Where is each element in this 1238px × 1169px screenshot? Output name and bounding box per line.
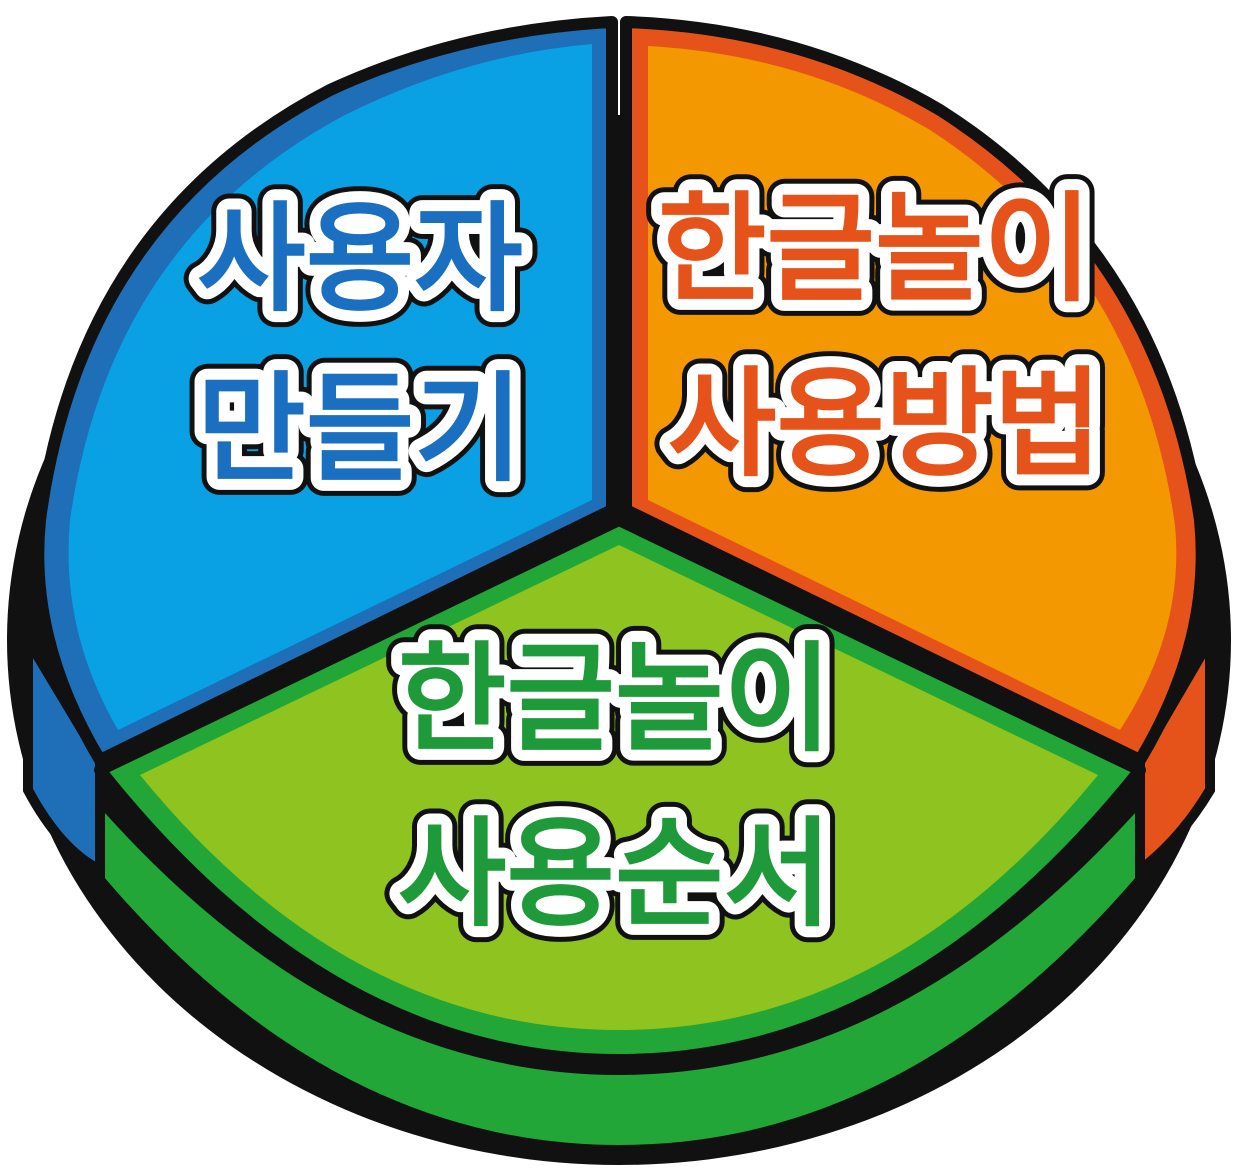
- svg-text:한글놀이: 한글놀이: [658, 180, 1092, 318]
- svg-text:만들기: 만들기: [197, 360, 523, 498]
- svg-text:사용순서: 사용순서: [398, 805, 832, 943]
- segment-line-1: 사용자: [197, 190, 523, 328]
- segment-line-1: 한글놀이: [658, 180, 1092, 318]
- segment-usage-order[interactable]: 한글놀이 한글놀이 사용순서 사용순서: [94, 514, 1146, 1066]
- segment-inner: [140, 545, 1098, 1030]
- segment-inner: [68, 44, 592, 730]
- svg-text:사용자: 사용자: [197, 190, 523, 328]
- segment-line-2: 사용방법: [668, 355, 1102, 493]
- segment-usage-method[interactable]: 한글놀이 한글놀이 사용방법 사용방법: [620, 16, 1208, 766]
- segment-user-create[interactable]: 사용자 사용자 만들기 만들기: [32, 16, 618, 766]
- svg-text:한글놀이: 한글놀이: [398, 630, 832, 768]
- segment-line-1: 한글놀이: [398, 630, 832, 768]
- segment-inner: [648, 46, 1177, 730]
- segment-line-2: 만들기: [197, 360, 523, 498]
- svg-text:사용방법: 사용방법: [668, 355, 1102, 493]
- segment-line-2: 사용순서: [398, 805, 832, 943]
- green-rim: [95, 786, 1145, 1156]
